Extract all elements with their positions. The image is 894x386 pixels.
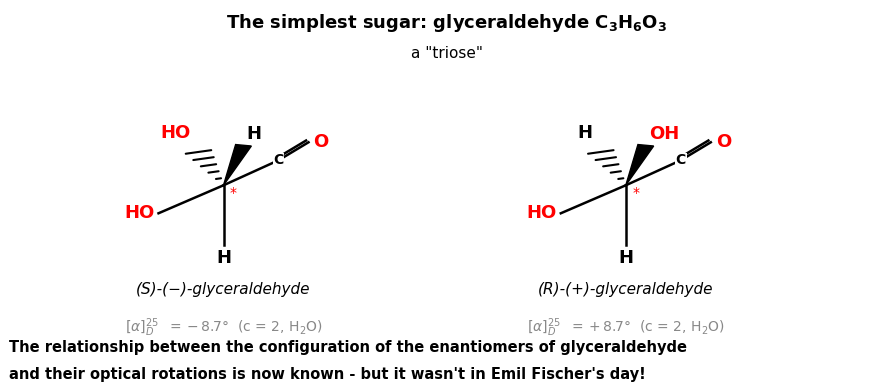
Text: OH: OH <box>649 125 679 143</box>
Text: (S)-(−)-glyceraldehyde: (S)-(−)-glyceraldehyde <box>136 282 311 297</box>
Text: O: O <box>716 133 731 151</box>
Text: and their optical rotations is now known - but it wasn't in Emil Fischer's day!: and their optical rotations is now known… <box>9 367 645 382</box>
Polygon shape <box>224 144 251 185</box>
Text: H: H <box>216 249 231 267</box>
Text: The relationship between the configuration of the enantiomers of glyceraldehyde: The relationship between the configurati… <box>9 340 687 355</box>
Text: O: O <box>314 133 329 151</box>
Text: H: H <box>619 249 633 267</box>
Text: C: C <box>676 153 686 167</box>
Text: HO: HO <box>527 204 557 222</box>
Text: The simplest sugar: glyceraldehyde $\mathbf{C_3H_6O_3}$: The simplest sugar: glyceraldehyde $\mat… <box>226 12 668 34</box>
Text: a "triose": a "triose" <box>411 46 483 61</box>
Text: HO: HO <box>124 204 155 222</box>
Text: *: * <box>632 186 639 200</box>
Text: H: H <box>247 125 262 143</box>
Text: (R)-(+)-glyceraldehyde: (R)-(+)-glyceraldehyde <box>538 282 713 297</box>
Text: C: C <box>274 153 283 167</box>
Text: $[\alpha]^{25}_D$  $= -8.7°$  (c = 2, H$_2$O): $[\alpha]^{25}_D$ $= -8.7°$ (c = 2, H$_2… <box>124 317 323 339</box>
Text: HO: HO <box>160 124 190 142</box>
Text: H: H <box>578 124 593 142</box>
Text: $[\alpha]^{25}_D$  $= +8.7°$  (c = 2, H$_2$O): $[\alpha]^{25}_D$ $= +8.7°$ (c = 2, H$_2… <box>527 317 725 339</box>
Polygon shape <box>626 144 654 185</box>
Text: *: * <box>230 186 237 200</box>
